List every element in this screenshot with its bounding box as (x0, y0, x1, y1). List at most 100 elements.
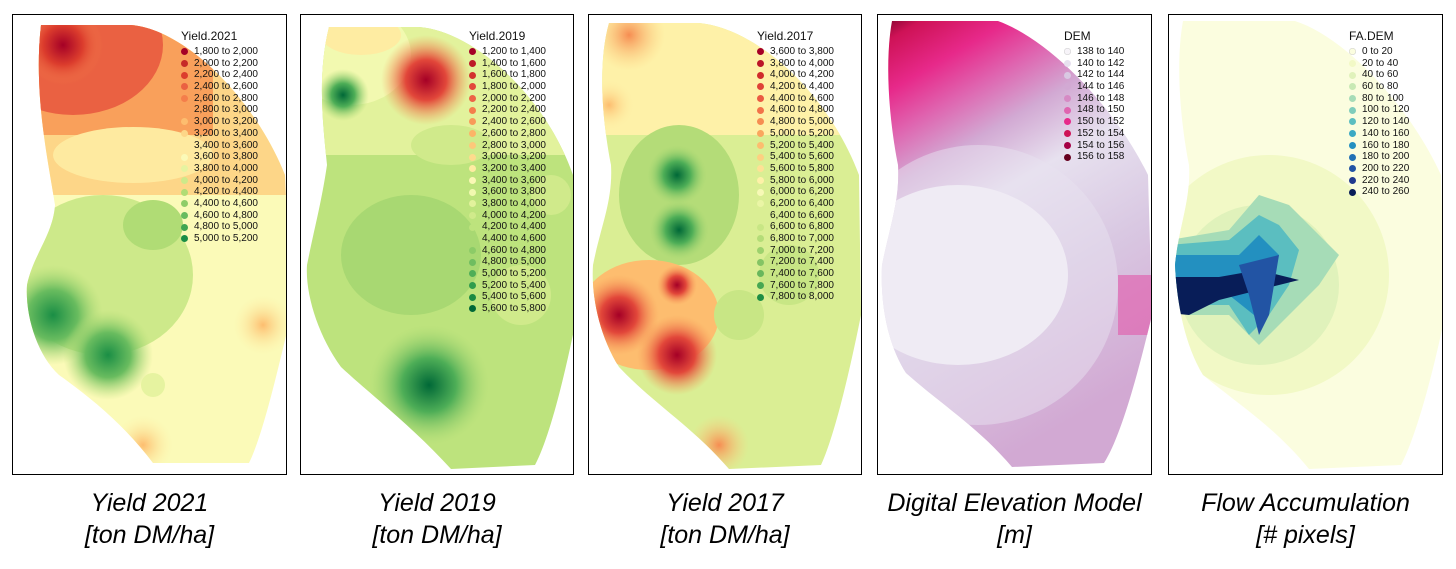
legend-item-label: 4,200 to 4,400 (770, 81, 834, 93)
legend-item-label: 5,400 to 5,600 (482, 291, 546, 303)
legend-swatch-icon (757, 106, 764, 114)
legend-item: 5,600 to 5,800 (469, 303, 546, 315)
legend-swatch-icon (181, 95, 188, 103)
legend-swatch-icon (469, 83, 476, 91)
legend-item-label: 144 to 146 (1077, 81, 1125, 93)
legend-item-label: 200 to 220 (1362, 162, 1410, 174)
map-panel-yield-2021: Yield.2021 1,800 to 2,000 2,000 to 2,200 2… (12, 14, 287, 475)
legend-item: 3,600 to 3,800 (469, 186, 546, 198)
legend-swatch-icon (757, 165, 764, 173)
yield-2017-map (592, 23, 861, 469)
legend-swatch-icon (469, 247, 476, 255)
legend-item-label: 1,400 to 1,600 (482, 57, 546, 69)
legend-item: 140 to 142 (1064, 58, 1124, 70)
legend-item-label: 1,600 to 1,800 (482, 69, 546, 81)
legend-item: 4,000 to 4,200 (181, 175, 258, 187)
legend-swatch-icon (1349, 165, 1356, 173)
legend-item: 0 to 20 (1349, 46, 1409, 58)
legend-item: 2,800 to 3,000 (469, 140, 546, 152)
legend-item-label: 148 to 150 (1077, 104, 1125, 116)
legend-swatch-icon (757, 282, 764, 290)
legend-item-label: 4,800 to 5,000 (194, 221, 258, 233)
legend-swatch-icon (1064, 83, 1071, 91)
legend-item-label: 4,800 to 5,000 (482, 256, 546, 268)
legend-item-label: 7,800 to 8,000 (770, 291, 834, 303)
legend-item-label: 146 to 148 (1077, 92, 1125, 104)
map-panel-yield-2019: Yield.2019 1,200 to 1,400 1,400 to 1,600 1… (300, 14, 574, 475)
caption-line2: [ton DM/ha] (84, 521, 215, 549)
legend-item: 2,200 to 2,400 (469, 104, 546, 116)
legend-items: 1,800 to 2,000 2,000 to 2,200 2,200 to 2,4… (181, 46, 258, 245)
legend-item: 120 to 140 (1349, 116, 1409, 128)
legend-item: 100 to 120 (1349, 104, 1409, 116)
legend-swatch-icon (469, 153, 476, 161)
legend-item-label: 3,200 to 3,400 (194, 127, 258, 139)
legend-swatch-icon (1349, 188, 1356, 196)
legend-item-label: 142 to 144 (1077, 69, 1125, 81)
legend-swatch-icon (181, 71, 188, 79)
legend-item: 4,400 to 4,600 (757, 93, 834, 105)
legend-item-label: 1,800 to 2,000 (482, 81, 546, 93)
legend-swatch-icon (1349, 176, 1356, 184)
legend-item-label: 3,800 to 4,000 (770, 57, 834, 69)
legend-item: 7,800 to 8,000 (757, 291, 834, 303)
legend-item: 4,600 to 4,800 (181, 210, 258, 222)
legend-item: 152 to 154 (1064, 128, 1124, 140)
legend-item: 1,800 to 2,000 (181, 46, 258, 58)
legend-item-label: 2,600 to 2,800 (482, 127, 546, 139)
legend-item-label: 5,800 to 6,000 (770, 174, 834, 186)
legend-item: 5,800 to 6,000 (757, 175, 834, 187)
legend-item: 144 to 146 (1064, 81, 1124, 93)
caption-line2: [# pixels] (1256, 521, 1355, 549)
caption-line1: Yield 2017 (666, 489, 784, 517)
legend-title: Yield.2017 (757, 29, 814, 43)
legend-swatch-icon (757, 247, 764, 255)
legend-item: 5,400 to 5,600 (757, 151, 834, 163)
legend-item-label: 4,400 to 4,600 (194, 197, 258, 209)
legend-item: 240 to 260 (1349, 186, 1409, 198)
legend-item: 3,000 to 3,200 (469, 151, 546, 163)
legend-item-label: 2,000 to 2,200 (194, 57, 258, 69)
legend-item: 4,800 to 5,000 (181, 221, 258, 233)
legend-item-label: 7,000 to 7,200 (770, 244, 834, 256)
legend-swatch-icon (181, 200, 188, 208)
legend-item-label: 5,000 to 5,200 (194, 233, 258, 244)
legend-swatch-icon (757, 153, 764, 161)
legend-swatch-icon (757, 258, 764, 266)
legend-swatch-icon (181, 235, 188, 243)
legend-item: 40 to 60 (1349, 69, 1409, 81)
legend-item-label: 40 to 60 (1362, 69, 1399, 81)
caption-dem: Digital Elevation Model [m] (862, 487, 1167, 551)
legend-item-label: 7,400 to 7,600 (770, 268, 834, 280)
legend-item: 60 to 80 (1349, 81, 1409, 93)
legend-item: 5,200 to 5,400 (469, 280, 546, 292)
legend-swatch-icon (181, 130, 188, 138)
legend-title: Yield.2021 (181, 29, 238, 43)
caption-line2: [ton DM/ha] (372, 521, 502, 549)
legend-item-label: 2,800 to 3,000 (194, 104, 258, 116)
legend-item: 1,400 to 1,600 (469, 58, 546, 70)
legend-swatch-icon (1349, 83, 1356, 91)
legend-item-label: 4,200 to 4,400 (194, 186, 258, 198)
legend-item: 138 to 140 (1064, 46, 1124, 58)
legend-swatch-icon (1349, 130, 1356, 138)
legend-swatch-icon (757, 83, 764, 91)
legend-item: 220 to 240 (1349, 175, 1409, 187)
legend-item: 5,000 to 5,200 (757, 128, 834, 140)
legend-title: DEM (1064, 29, 1091, 43)
legend-item: 200 to 220 (1349, 163, 1409, 175)
legend-swatch-icon (181, 48, 188, 56)
legend-item: 7,600 to 7,800 (757, 280, 834, 292)
legend-swatch-icon (469, 282, 476, 290)
legend-item-label: 2,800 to 3,000 (482, 139, 546, 151)
legend-swatch-icon (469, 60, 476, 68)
legend-item: 5,200 to 5,400 (757, 140, 834, 152)
legend-item-label: 2,600 to 2,800 (194, 92, 258, 104)
legend-item: 4,200 to 4,400 (757, 81, 834, 93)
yield-2019-map (306, 27, 573, 469)
legend-item: 4,400 to 4,600 (181, 198, 258, 210)
legend-item-label: 160 to 180 (1362, 139, 1410, 151)
legend-item-label: 220 to 240 (1362, 174, 1410, 186)
caption-line2: [m] (997, 521, 1032, 549)
legend-swatch-icon (757, 60, 764, 68)
